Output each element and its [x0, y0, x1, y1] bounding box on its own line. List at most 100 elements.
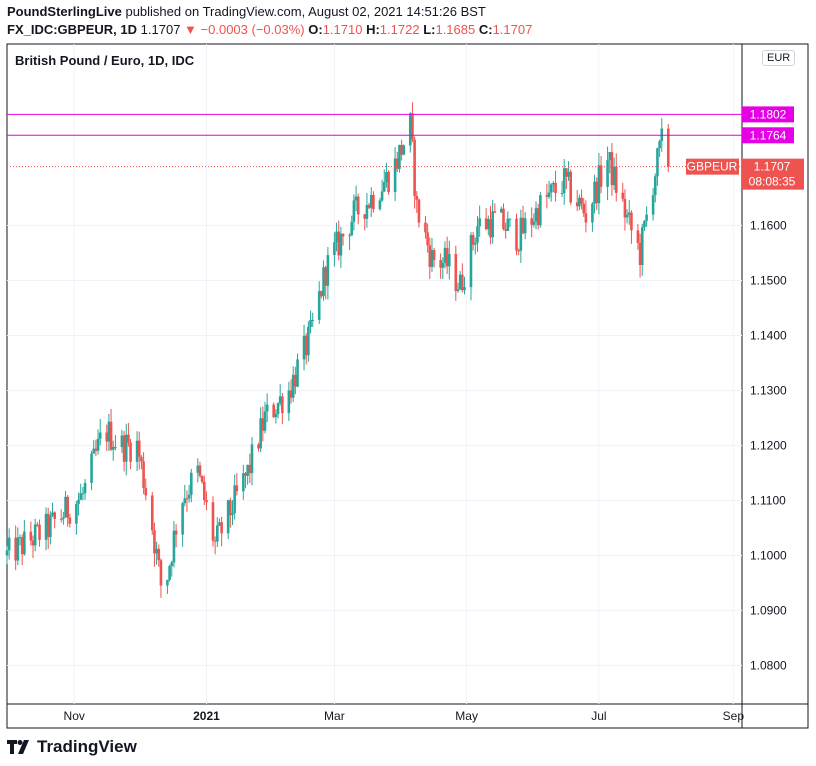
x-tick-label: Sep	[723, 709, 745, 723]
candle-body	[643, 220, 646, 228]
candle-body	[289, 390, 293, 398]
symbol-tag	[686, 158, 739, 175]
candle-body	[395, 158, 399, 169]
candle-body	[36, 524, 39, 526]
candle-body	[489, 219, 492, 238]
candle-body	[90, 453, 93, 483]
candle-body	[135, 440, 139, 462]
tradingview-logo[interactable]: TradingView	[7, 737, 137, 757]
candle-body	[233, 485, 236, 514]
candle-body	[476, 226, 479, 243]
candle-body	[129, 442, 132, 462]
candle-body	[627, 212, 631, 215]
tradingview-logo-icon	[7, 740, 29, 754]
candle-body	[666, 128, 670, 167]
candle-body	[593, 181, 596, 204]
x-tick-label: 2021	[193, 709, 220, 723]
candle-body	[144, 487, 148, 496]
candle-body	[554, 182, 557, 194]
symbol-name[interactable]: FX_IDC:GBPEUR, 1D	[7, 22, 138, 37]
candle-body	[461, 274, 464, 291]
candle-body	[651, 195, 655, 215]
open-value: 1.1710	[322, 22, 363, 37]
symbol-tag-label: GBPEUR	[687, 160, 738, 174]
candle-body	[33, 524, 37, 546]
candle-body	[187, 494, 191, 499]
x-tick-label: Jul	[591, 709, 606, 723]
candle-body	[523, 218, 527, 234]
chart-title: British Pound / Euro, 1D, IDC	[15, 53, 195, 68]
candle-body	[281, 396, 284, 414]
y-tick-label: 1.1300	[750, 384, 787, 398]
candle-body	[471, 235, 475, 245]
candle-body	[484, 218, 488, 230]
candle-body	[14, 537, 17, 561]
candle-body	[333, 242, 336, 256]
candle-body	[250, 444, 254, 474]
last-price-value: 1.1707	[754, 160, 791, 174]
currency-button[interactable]: EUR	[762, 50, 796, 66]
candle-body	[504, 229, 507, 231]
candle-body	[595, 181, 599, 204]
candle-body	[272, 404, 275, 418]
candle-body	[493, 211, 497, 213]
candle-body	[653, 176, 657, 196]
y-tick-label: 1.1400	[750, 329, 787, 343]
candle-body	[385, 171, 388, 183]
candle-body	[560, 192, 564, 194]
y-tick-label: 1.0900	[750, 604, 787, 618]
candle-body	[424, 222, 427, 233]
candle-body	[170, 562, 174, 567]
candle-body	[562, 168, 566, 193]
candle-body	[200, 475, 204, 482]
candle-body	[645, 214, 648, 221]
candle-body	[127, 434, 130, 443]
level-price-tag	[742, 127, 794, 144]
candle-body	[339, 233, 343, 256]
candle-body	[291, 374, 295, 398]
candle-body	[62, 517, 65, 519]
candle-body	[96, 438, 100, 451]
publisher-name[interactable]: PoundSterlingLive	[7, 4, 122, 19]
candle-body	[120, 435, 124, 448]
candle-body	[220, 522, 223, 534]
candle-body	[369, 195, 373, 208]
candle-body	[508, 218, 512, 220]
candle-body	[354, 196, 358, 201]
candle-body	[68, 517, 72, 524]
candle-body	[500, 208, 503, 213]
candle-body	[196, 465, 200, 473]
y-tick-label: 1.1500	[750, 274, 787, 288]
candle-body	[276, 403, 280, 414]
y-tick-label: 1.0800	[750, 659, 787, 673]
candle-body	[287, 390, 291, 414]
low-label: L:	[423, 22, 436, 37]
candle-body	[532, 221, 536, 225]
candle-body	[261, 418, 265, 431]
candle-body	[463, 287, 466, 291]
candle-body	[322, 267, 325, 297]
candle-body	[205, 500, 208, 503]
candle-body	[124, 434, 128, 462]
candle-body	[18, 537, 22, 539]
candle-body	[348, 235, 351, 237]
candle-body	[49, 515, 52, 538]
candle-body	[547, 192, 551, 197]
candle-body	[31, 540, 35, 546]
candle-body	[81, 493, 85, 495]
candle-body	[185, 498, 189, 500]
candle-body	[393, 158, 397, 193]
candle-body	[656, 148, 659, 177]
candle-body	[567, 171, 570, 177]
candle-body	[411, 113, 414, 140]
x-tick-label: Nov	[64, 709, 85, 723]
candle-body	[231, 513, 234, 516]
candle-body	[242, 473, 245, 492]
candle-body	[565, 168, 568, 177]
candle-body	[469, 235, 473, 288]
y-tick-label: 1.1000	[750, 549, 787, 563]
candle-body	[111, 446, 115, 450]
candle-body	[341, 233, 345, 237]
candle-body	[157, 548, 161, 561]
